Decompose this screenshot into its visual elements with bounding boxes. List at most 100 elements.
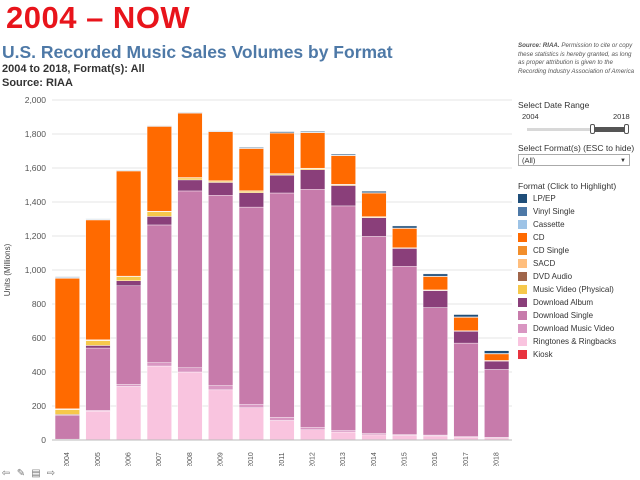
y-tick-label: 1,000 [25,265,47,275]
x-tick-label: 2008 [187,452,194,466]
slide-title: 2004 – NOW [6,0,191,35]
legend-item[interactable]: Download Album [518,296,616,309]
bar-segment [146,211,172,217]
legend-label: Ringtones & Ringbacks [533,337,617,346]
bar-segment [453,330,479,344]
edit-icon[interactable]: ✎ [16,467,26,479]
legend-swatch [518,220,527,229]
bar-segment [85,219,111,340]
bar-segment [116,280,142,287]
bar-segment [85,345,111,349]
bar-segment [85,347,111,411]
x-tick-label: 2004 [64,452,71,466]
legend-label: Vinyl Single [533,207,575,216]
bar-segment [453,316,479,331]
legend-item[interactable]: CD [518,231,616,244]
legend-item[interactable]: Cassette [518,218,616,231]
bar-segment [300,169,326,190]
copyright-text: Permission to cite or copy these statist… [518,42,635,75]
bar-segment [269,420,295,441]
date-range-slider[interactable] [527,128,627,131]
undo-icon[interactable]: ⇦ [1,467,11,479]
format-select[interactable]: (All) ▼ [518,154,630,166]
legend-item[interactable]: CD Single [518,244,616,257]
x-tick-label: 2011 [279,452,286,466]
bar-segment [238,407,264,441]
bar-segment [238,206,264,405]
legend-item[interactable]: Kiosk [518,348,616,361]
bar-segment [208,385,234,391]
bar-segment [177,179,203,192]
bar-segment [116,170,142,277]
legend-item[interactable]: Ringtones & Ringbacks [518,335,616,348]
legend-item[interactable]: DVD Audio [518,270,616,283]
bar-segment [392,225,418,229]
bar-segment [361,192,387,217]
bar-segment [330,155,356,185]
bar-segment [422,307,448,436]
bar-segment [300,131,326,133]
bar-segment [116,285,142,385]
bar-segment [392,435,418,440]
y-tick-label: 800 [32,299,46,309]
copyright-note: Source: RIAA. Permission to cite or copy… [518,42,636,76]
bar-segment [330,205,356,431]
legend-label: Music Video (Physical) [533,285,614,294]
legend-item[interactable]: Download Music Video [518,322,616,335]
legend-label: CD [533,233,545,242]
bar-segment [116,386,142,441]
x-tick-label: 2009 [218,452,225,466]
bar-segment [208,131,234,181]
bar-segment [361,433,387,436]
bar-segment [422,273,448,277]
range-start-handle[interactable] [590,124,595,134]
format-select-value: (All) [522,156,536,165]
legend-label: Kiosk [533,350,553,359]
bar-segment [177,190,203,368]
y-tick-label: 0 [41,435,46,445]
bar-segment [392,227,418,248]
bar-segment [177,371,203,441]
bar-segment [208,130,234,132]
legend-item[interactable]: SACD [518,257,616,270]
legend-swatch [518,324,527,333]
bar-segment [85,218,111,220]
bar-segment [54,415,80,440]
bar-segment [116,276,142,281]
legend-item[interactable]: Download Single [518,309,616,322]
bar-segment [238,147,264,149]
bar-segment [330,185,356,207]
y-tick-label: 1,200 [25,231,47,241]
bar-segment [54,278,80,409]
x-tick-label: 2006 [126,452,133,466]
bar-segment [453,314,479,318]
share-icon[interactable]: ⇨ [46,467,56,479]
legend-item[interactable]: LP/EP [518,192,616,205]
bar-segment [300,189,326,428]
bar-segment [300,427,326,430]
stacked-bar-chart: 0 200 400 600 800 1,000 1,200 1,400 1,600 1,800 2,… [3,95,512,466]
x-tick-label: 2007 [156,452,163,466]
bar-segment [116,384,142,387]
legend-label: LP/EP [533,194,556,203]
legend-item[interactable]: Music Video (Physical) [518,283,616,296]
toolbar: ⇦ ✎ ▤ ⇨ [0,466,57,480]
bar-segment [269,192,295,418]
bar-segment [300,132,326,169]
view-data-icon[interactable]: ▤ [31,467,41,479]
legend-swatch [518,272,527,281]
bar-segment [116,170,142,171]
bar-segment [422,290,448,308]
legend-swatch [518,233,527,242]
legend-item[interactable]: Vinyl Single [518,205,616,218]
y-axis-label: Units (Millions) [3,243,12,296]
x-tick-label: 2012 [310,452,317,466]
bar-segment [146,125,172,127]
bar-segment [238,404,264,408]
legend-title: Format (Click to Highlight) [518,181,617,191]
bar-segment [85,410,111,441]
bar-segment [269,131,295,133]
range-start-value: 2004 [522,112,539,121]
copyright-source: Source: RIAA. [518,42,560,49]
range-end-handle[interactable] [624,124,629,134]
